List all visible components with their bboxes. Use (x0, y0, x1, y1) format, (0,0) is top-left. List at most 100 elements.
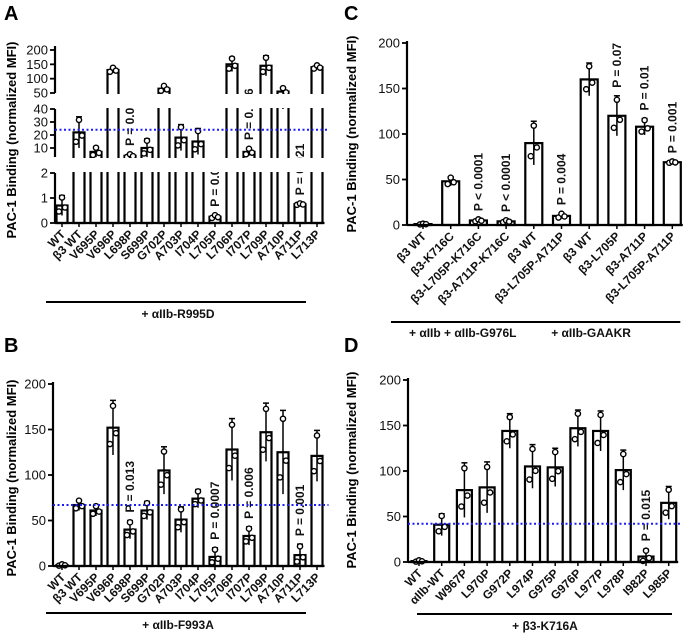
data-point (600, 431, 607, 439)
data-point (123, 531, 131, 539)
data-point (197, 140, 205, 148)
data-point (526, 476, 533, 483)
data-point (95, 508, 103, 515)
y-tick-label: 0 (393, 218, 400, 233)
y-tick-label: 0 (39, 559, 46, 574)
data-point (299, 553, 307, 561)
y-tick-label: 40 (34, 102, 48, 117)
data-point (613, 96, 621, 104)
bar (89, 509, 103, 568)
bar (72, 503, 86, 568)
data-point (644, 125, 651, 132)
data-point (72, 505, 80, 512)
data-point (174, 142, 182, 149)
data-point (228, 55, 236, 62)
data-point (638, 128, 645, 135)
bar (191, 497, 205, 568)
p-value-label: P = 0.001 (293, 484, 307, 536)
p-value-label: P = 0.07 (610, 43, 624, 88)
data-point (180, 136, 188, 144)
data-point (316, 457, 324, 465)
data-point (672, 159, 679, 166)
axis-break (47, 94, 327, 108)
data-point (296, 543, 304, 550)
group-label: + αIIb-G976L (444, 326, 516, 340)
data-point (140, 512, 148, 520)
p-value-label: P = 0.006 (242, 467, 256, 519)
y-tick-label: 1 (41, 191, 48, 206)
data-point (242, 150, 250, 158)
data-point (645, 554, 653, 562)
data-point (585, 62, 593, 70)
panel-letter: A (4, 3, 18, 25)
data-point (450, 178, 458, 186)
data-point (140, 150, 148, 157)
data-point (478, 217, 485, 225)
group-label: + αIIb-GAAKR (551, 326, 631, 340)
data-point (265, 64, 273, 72)
y-tick-label: 200 (378, 36, 400, 51)
data-point (486, 489, 494, 496)
data-point (225, 464, 233, 472)
group-label: + αIIb (409, 326, 441, 340)
y-axis-title: PAC-1 Binding (normalized MFI) (344, 372, 359, 569)
data-point (231, 452, 239, 460)
data-point (577, 428, 585, 436)
group-label: + β3-K716A (512, 619, 578, 633)
data-point (259, 68, 267, 76)
y-tick-label: 150 (379, 418, 401, 433)
y-tick-label: 200 (26, 42, 48, 57)
data-point (597, 411, 604, 419)
data-point (259, 446, 267, 454)
y-tick-label: 150 (24, 422, 46, 437)
y-tick-label: 2 (41, 166, 48, 181)
data-point (214, 555, 222, 563)
bar (662, 161, 682, 227)
p-value-label: P = 0.01 (638, 65, 652, 110)
data-point (527, 152, 535, 160)
bar (310, 66, 324, 225)
y-tick-label: 100 (378, 127, 400, 142)
data-point (248, 534, 256, 542)
bar (225, 63, 239, 225)
y-tick-label: 100 (24, 468, 46, 483)
data-point (157, 481, 165, 488)
y-tick-label: 50 (34, 86, 48, 101)
data-point (242, 538, 250, 545)
data-point (623, 470, 630, 478)
y-tick-label: 200 (379, 373, 401, 388)
data-point (211, 546, 219, 553)
data-point (245, 525, 253, 532)
data-point (588, 79, 596, 86)
bar (259, 64, 273, 225)
bar (441, 180, 461, 227)
data-point (441, 523, 449, 531)
y-tick-label: 0 (394, 555, 401, 570)
p-value-label: P = 0.001 (665, 101, 679, 153)
panel-letter: D (344, 335, 358, 357)
data-point (160, 448, 168, 455)
p-value-label: P = 0.015 (639, 489, 653, 541)
data-point (75, 116, 83, 124)
data-point (665, 486, 673, 494)
bar (569, 427, 587, 564)
data-point (55, 208, 63, 215)
y-tick-label: 50 (387, 509, 401, 524)
group-label: + αIIb-F993A (142, 618, 214, 632)
p-value-label: P < 0.0001 (499, 154, 513, 212)
data-point (662, 509, 670, 516)
data-point (129, 528, 137, 535)
data-point (641, 116, 648, 124)
data-point (58, 194, 66, 201)
data-point (642, 547, 650, 555)
data-point (89, 510, 97, 518)
y-tick-label: 0 (41, 216, 48, 231)
data-point (617, 478, 624, 486)
bar (579, 78, 599, 227)
p-value-label: P = 0.02 (208, 162, 222, 207)
data-point (197, 497, 205, 504)
data-point (533, 144, 541, 151)
